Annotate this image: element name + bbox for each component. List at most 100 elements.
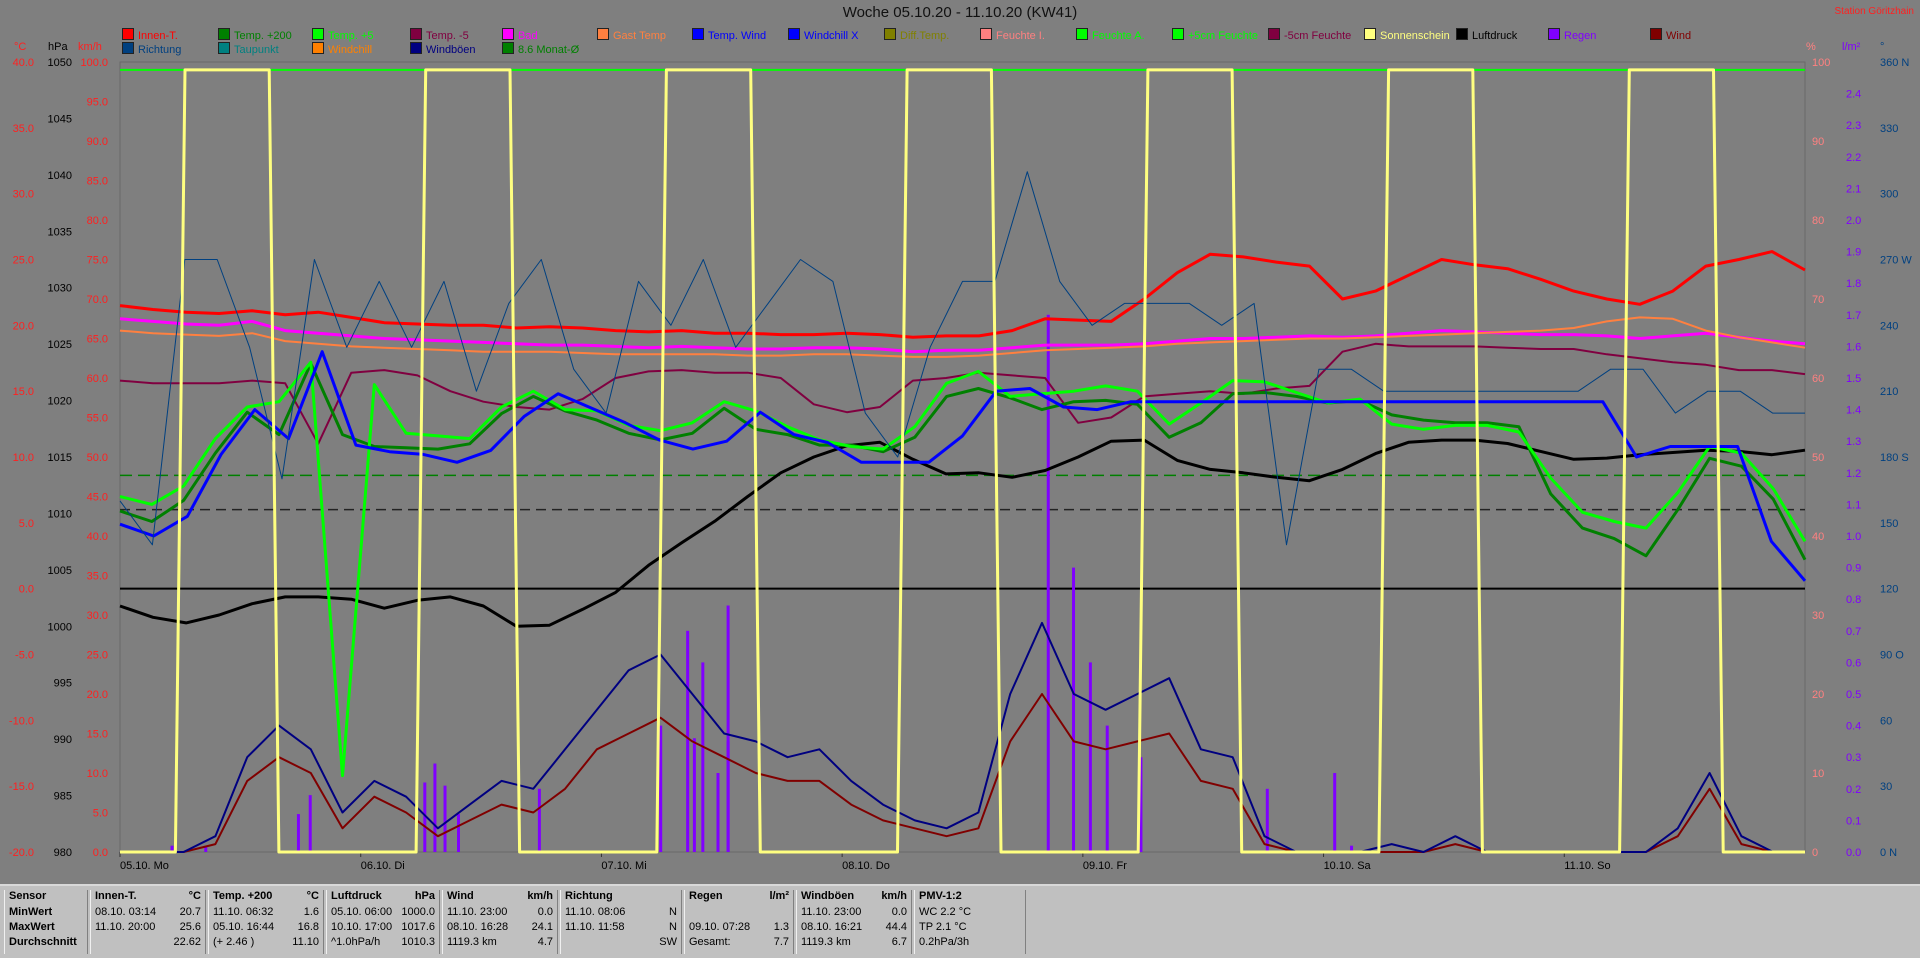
table-header: Wind [447,890,474,902]
legend-label: Temp. +200 [234,30,292,42]
table-header: Windböen [801,890,855,902]
rain-bar [433,763,437,852]
x-tick-label: 09.10. Fr [1083,860,1127,872]
rain-bar [204,845,208,852]
legend-label: Richtung [138,44,182,56]
legend-item: Feuchte A. [1076,28,1145,42]
series-line-innen-t- [119,250,1806,339]
rain-tick-label: 2.4 [1846,89,1861,101]
unit-rain: l/m² [1842,41,1861,53]
legend-item: Wind [1650,28,1691,42]
pressure-tick-label: 1050 [48,57,72,69]
table-cell-label: 10.10. 17:00 [331,921,393,933]
pressure-tick-label: 1040 [48,170,72,182]
rain-tick-label: 0.6 [1846,657,1861,669]
rain-bar [1139,757,1143,852]
rain-bar [1265,788,1269,852]
wind-tick-label: 10.0 [87,768,108,780]
chart-plot: °C hPa km/h% l/m² ° 40.0 35.0 30.0 25.0 20.0 15.0 1… [9,41,1912,872]
table-cell-label: 05.10. 06:00 [331,906,393,918]
rain-bar [686,630,690,852]
legend-item: Bad [502,28,538,42]
legend-swatch [1268,28,1280,40]
legend-swatch [1172,28,1184,40]
legend-item: Temp. +200 [218,28,292,42]
temp-tick-label: 5.0 [19,518,34,530]
rain-bar [726,741,730,852]
rain-bar [457,814,460,852]
humidity-tick-label: 20 [1812,689,1824,701]
series-line-luftdruck [119,438,1806,628]
legend-swatch [1076,28,1088,40]
direction-tick-label: 150 [1880,518,1898,530]
wind-tick-label: 60.0 [87,373,108,385]
pressure-tick-label: 1035 [48,226,72,238]
legend-item: 8.6 Monat-Ø [502,42,579,56]
rain-bar [308,795,312,852]
legend-swatch [218,42,230,54]
temp-tick-label: 25.0 [13,255,34,267]
table-cell-value: 16.8 [297,921,319,933]
series-line-gast-temp [119,316,1806,358]
wind-tick-label: 70.0 [87,294,108,306]
rain-bar [423,782,427,852]
rain-tick-label: 1.5 [1846,373,1861,385]
legend-swatch [980,28,992,40]
table-unit: l/m² [769,890,789,902]
series-line-temp-5 [119,342,1806,445]
rain-tick-label: 1.8 [1846,278,1861,290]
table-cell-value: 1.6 [303,906,319,918]
legend-swatch [122,28,134,40]
wind-tick-label: 80.0 [87,215,108,227]
direction-tick-label: 180 S [1880,452,1909,464]
legend: Innen-T. Temp. +200 Temp. +5 Temp. -5 Bad Gas… [0,28,1920,62]
humidity-tick-label: 40 [1812,531,1824,543]
rain-tick-label: 1.9 [1846,247,1861,259]
rain-tick-label: 0.0 [1846,847,1861,859]
statistics-table: Sensor MinWert MaxWert Durchschnitt Innen-T.… [0,884,1920,958]
legend-label: Gast Temp [613,30,666,42]
legend-label: Windchill X [804,30,859,42]
legend-item: Temp. -5 [410,28,469,42]
legend-label: Feuchte A. [1092,30,1145,42]
table-cell-label: 11.10. 11:58 [565,921,625,933]
table-header: PMV-1:2 [919,890,962,902]
table-cell-label: 08.10. 03:14 [95,906,157,918]
humidity-tick-label: 50 [1812,452,1824,464]
legend-swatch [1364,28,1376,40]
temp-tick-label: 15.0 [13,386,34,398]
rain-bar [1350,845,1354,852]
legend-swatch [502,42,514,54]
unit-hpa: hPa [48,41,68,53]
table-cell-value: 11.10 [292,936,319,948]
humidity-tick-label: 10 [1812,768,1824,780]
legend-item: Windchill [312,42,372,56]
humidity-tick-label: 100 [1812,57,1830,69]
legend-label: Temp. Wind [708,30,767,42]
rain-bar [716,773,720,852]
table-cell-value: 0.0 [537,906,553,918]
table-cell-label: 05.10. 16:44 [213,921,275,933]
table-cell-label: 11.10. 23:00 [801,906,862,918]
pressure-tick-label: 995 [54,678,72,690]
temp-tick-label: 20.0 [13,320,34,332]
table-cell-label: 11.10. 20:00 [95,921,156,933]
temp-tick-label: 35.0 [13,123,34,135]
legend-item: Sonnenschein [1364,28,1450,42]
table-column: Innen-T. °C 08.10. 03:14 20.7 11.10. 20:00 25… [90,890,206,954]
legend-swatch [218,28,230,40]
table-cell-label: Gesamt: [689,936,731,948]
legend-label: +5cm Feuchte [1188,30,1259,42]
rain-tick-label: 0.4 [1846,721,1861,733]
rain-bar [537,788,541,852]
table-column: Wind km/h 11.10. 23:00 0.0 08.10. 16:28 24.1 1… [442,890,558,954]
wind-tick-label: 0.0 [93,847,108,859]
table-cell-label: 08.10. 16:28 [447,921,509,933]
table-cell-label: 1119.3 km [447,936,497,948]
rain-tick-label: 0.7 [1846,626,1861,638]
table-column: Regen l/m² 09.10. 07:28 1.3 Gesamt: 7.7 [684,890,794,954]
direction-tick-label: 240 [1880,320,1898,332]
table-header: Richtung [565,890,613,902]
table-cell-label: TP 2.1 °C [919,921,967,933]
pressure-tick-label: 1000 [48,621,72,633]
